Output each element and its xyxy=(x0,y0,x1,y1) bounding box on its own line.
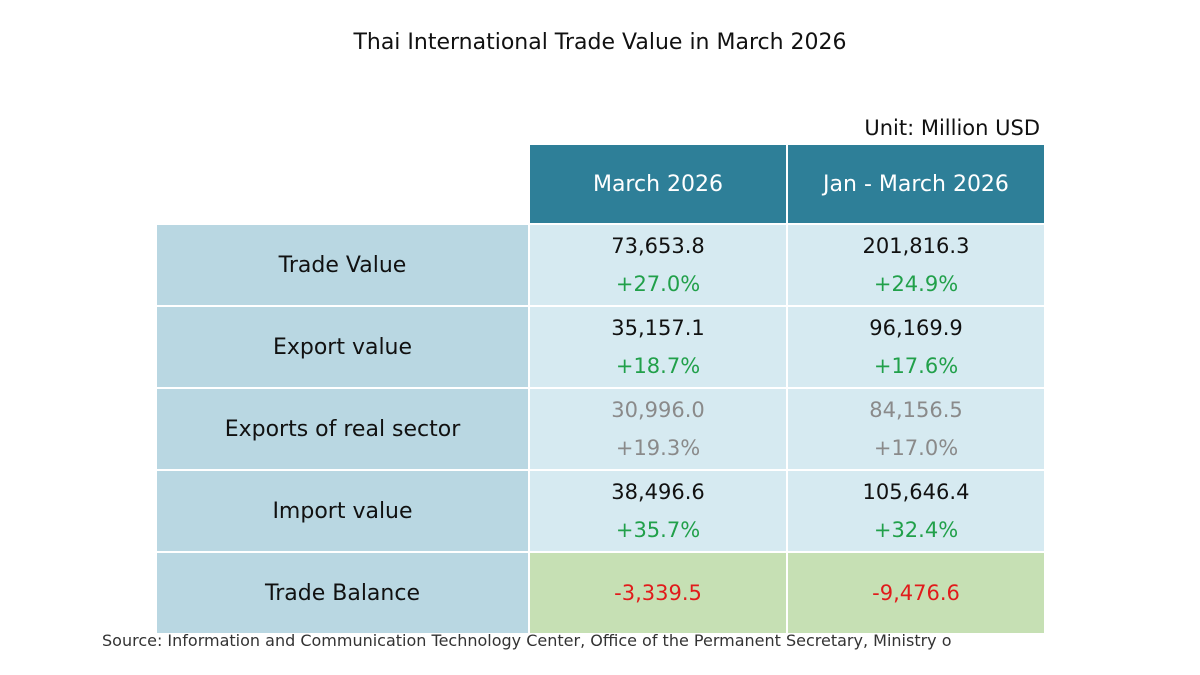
ytd-change: +17.6% xyxy=(873,354,959,378)
march-change: +18.7% xyxy=(615,354,701,378)
ytd-cell: 84,156.5 +17.0% xyxy=(786,387,1044,470)
march-value: 30,996.0 xyxy=(611,398,705,422)
table-header-row: March 2026 Jan - March 2026 xyxy=(157,145,1044,224)
table-row-trade-balance: Trade Balance -3,339.5 -9,476.6 xyxy=(157,551,1044,633)
row-label: Import value xyxy=(157,469,529,552)
ytd-value: 201,816.3 xyxy=(862,234,970,258)
table-row-exports-real-sector: Exports of real sector 30,996.0 +19.3% 8… xyxy=(157,387,1044,470)
table-corner xyxy=(157,145,529,224)
source-note: Source: Information and Communication Te… xyxy=(102,631,952,650)
march-change: +27.0% xyxy=(615,272,701,296)
march-cell: 30,996.0 +19.3% xyxy=(528,387,787,470)
row-label: Trade Balance xyxy=(157,551,529,633)
march-change: +35.7% xyxy=(615,518,701,542)
ytd-change: +17.0% xyxy=(873,436,959,460)
trade-table: March 2026 Jan - March 2026 Trade Value … xyxy=(157,145,1044,633)
ytd-cell: 201,816.3 +24.9% xyxy=(786,223,1044,306)
unit-label: Unit: Million USD xyxy=(864,116,1040,140)
row-label: Export value xyxy=(157,305,529,388)
ytd-cell: 96,169.9 +17.6% xyxy=(786,305,1044,388)
column-header-ytd: Jan - March 2026 xyxy=(786,145,1044,224)
ytd-value: 96,169.9 xyxy=(869,316,963,340)
march-cell: 35,157.1 +18.7% xyxy=(528,305,787,388)
row-label: Trade Value xyxy=(157,223,529,306)
table-row-export-value: Export value 35,157.1 +18.7% 96,169.9 +1… xyxy=(157,305,1044,388)
ytd-value: 84,156.5 xyxy=(869,398,963,422)
march-cell: -3,339.5 xyxy=(528,551,787,633)
table-row-import-value: Import value 38,496.6 +35.7% 105,646.4 +… xyxy=(157,469,1044,552)
ytd-balance-value: -9,476.6 xyxy=(872,581,960,605)
row-label: Exports of real sector xyxy=(157,387,529,470)
ytd-change: +24.9% xyxy=(873,272,959,296)
march-cell: 73,653.8 +27.0% xyxy=(528,223,787,306)
march-value: 35,157.1 xyxy=(611,316,705,340)
ytd-change: +32.4% xyxy=(873,518,959,542)
page-title: Thai International Trade Value in March … xyxy=(353,30,847,55)
march-cell: 38,496.6 +35.7% xyxy=(528,469,787,552)
march-change: +19.3% xyxy=(615,436,701,460)
march-balance-value: -3,339.5 xyxy=(614,581,702,605)
march-value: 73,653.8 xyxy=(611,234,705,258)
table-row-trade-value: Trade Value 73,653.8 +27.0% 201,816.3 +2… xyxy=(157,223,1044,306)
ytd-cell: 105,646.4 +32.4% xyxy=(786,469,1044,552)
column-header-march: March 2026 xyxy=(528,145,787,224)
ytd-value: 105,646.4 xyxy=(862,480,970,504)
march-value: 38,496.6 xyxy=(611,480,705,504)
ytd-cell: -9,476.6 xyxy=(786,551,1044,633)
